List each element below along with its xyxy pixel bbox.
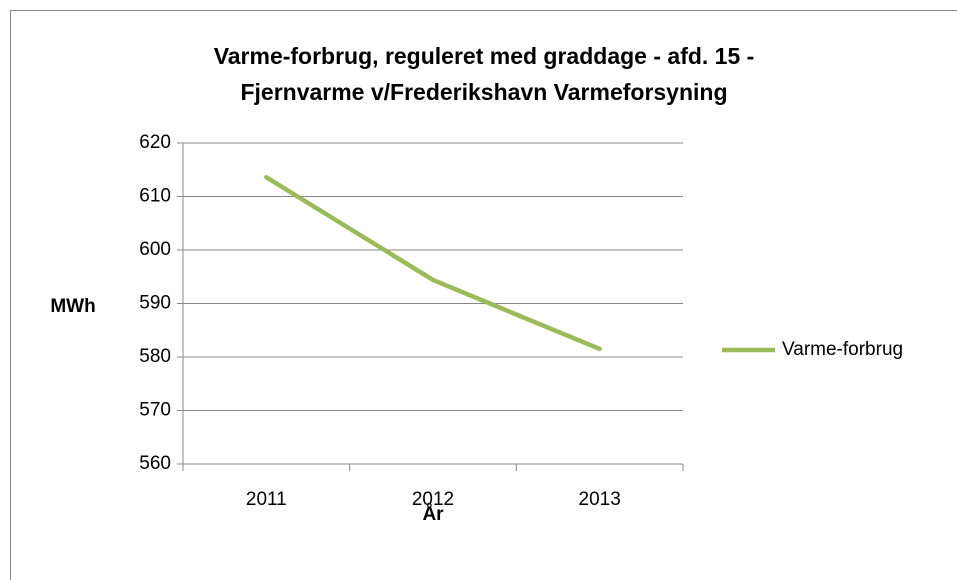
- x-tick-label: 2013: [579, 489, 621, 510]
- x-axis-title: År: [422, 504, 444, 525]
- x-tick-label: 2011: [246, 489, 287, 510]
- y-tick-label: 610: [139, 186, 171, 207]
- y-tick-label: 580: [139, 346, 171, 367]
- chart-title: Varme-forbrug, reguleret med graddage - …: [214, 43, 755, 69]
- y-tick-label: 570: [139, 400, 171, 421]
- y-tick-label: 560: [139, 453, 171, 474]
- chart-title: Fjernvarme v/Frederikshavn Varmeforsynin…: [240, 79, 727, 105]
- y-tick-label: 590: [139, 293, 171, 314]
- chart-frame: [10, 10, 957, 580]
- y-tick-label: 600: [139, 239, 171, 260]
- legend-label: Varme-forbrug: [782, 339, 903, 360]
- data-line: [264, 174, 602, 352]
- y-tick-label: 620: [139, 132, 171, 153]
- x-tick-label: 2012: [412, 489, 454, 510]
- y-axis-title: MWh: [50, 296, 95, 317]
